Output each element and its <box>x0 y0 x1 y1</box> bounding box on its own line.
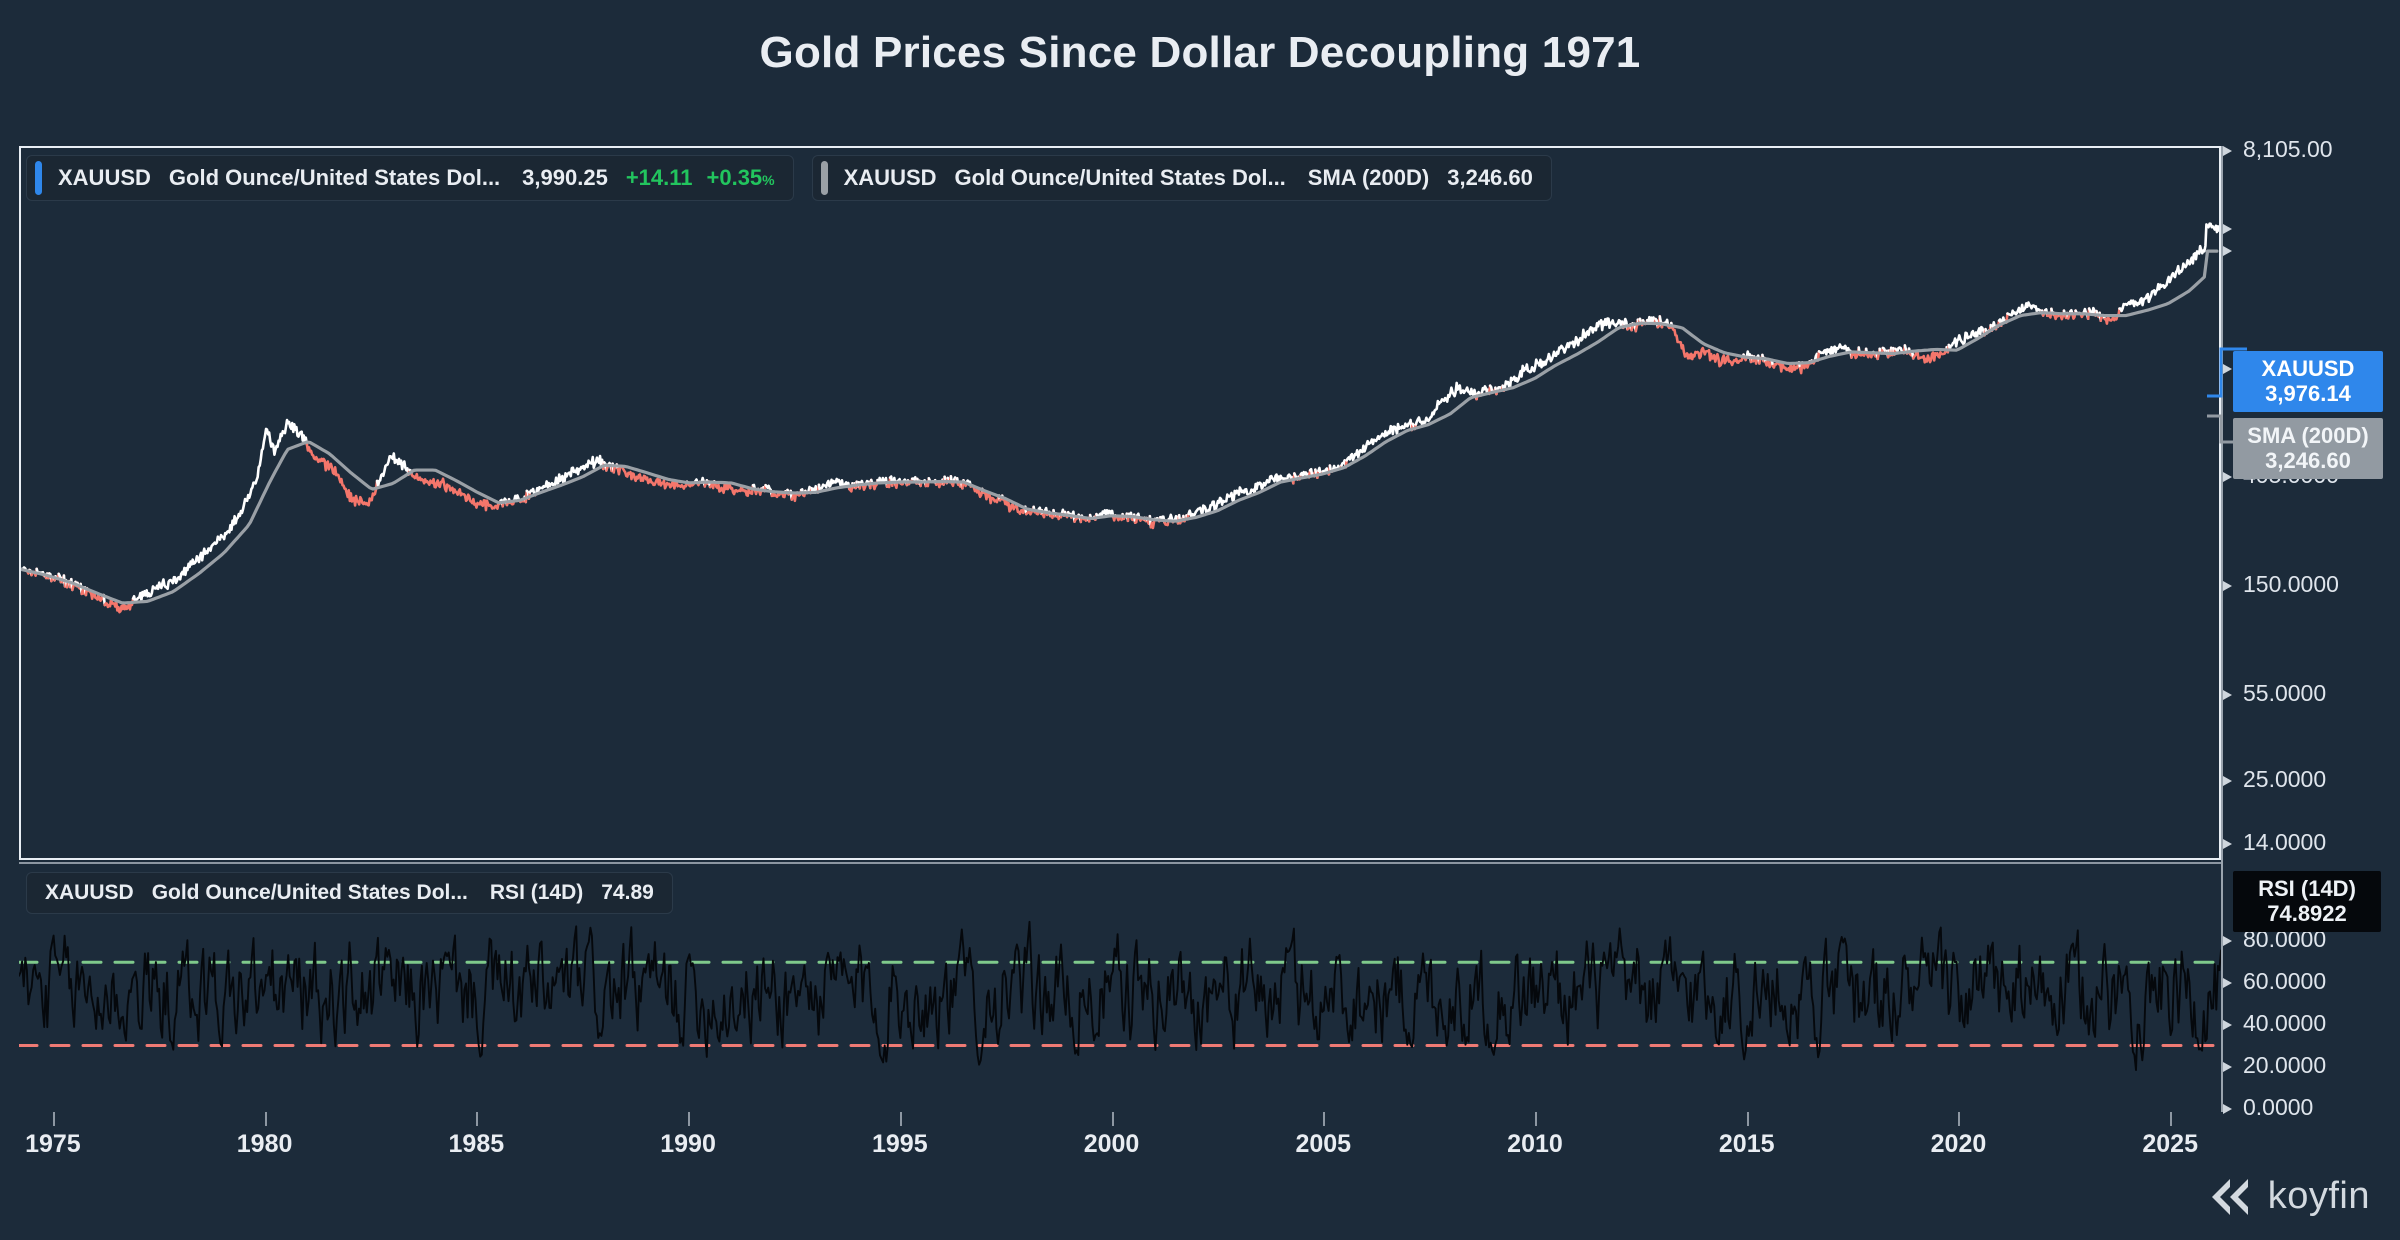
legend-sma-ticker: XAUUSD <box>843 165 937 190</box>
time-axis-label: 1975 <box>25 1130 81 1158</box>
price-chart-panel[interactable] <box>19 146 2221 860</box>
axis-tick-marker <box>2223 689 2232 700</box>
legend-sma-indicator: SMA (200D) <box>1307 165 1430 190</box>
axis-tick-marker <box>2223 223 2232 234</box>
axis-tick-label: 150.0000 <box>2243 570 2339 597</box>
sma-value-tag: SMA (200D) 3,246.60 <box>2233 418 2383 480</box>
axis-tick-marker <box>2223 1020 2232 1030</box>
time-axis-tick <box>688 1112 691 1126</box>
time-axis-tick <box>476 1112 479 1126</box>
axis-tick-label: 20.0000 <box>2243 1052 2327 1078</box>
price-tag-connector <box>2207 347 2247 398</box>
axis-tick-marker <box>2223 936 2232 946</box>
axis-tick-marker <box>2223 775 2232 786</box>
page-title: Gold Prices Since Dollar Decoupling 1971 <box>759 28 1641 77</box>
time-axis-label: 2005 <box>1295 1130 1352 1158</box>
time-axis-label: 2015 <box>1718 1130 1775 1158</box>
rsi-plot <box>19 920 2221 1071</box>
rsi-tag-value: 74.8922 <box>2267 900 2347 926</box>
price-value-tag: XAUUSD 3,976.14 <box>2233 351 2383 413</box>
time-axis-tick <box>899 1112 902 1126</box>
axis-spine <box>2221 146 2223 1112</box>
legend-price-name: Gold Ounce/United States Dol... <box>168 165 501 190</box>
axis-tick-label: 0.0000 <box>2243 1094 2314 1120</box>
sma-series-color-swatch <box>820 161 828 195</box>
sma-tag-value: 3,246.60 <box>2265 447 2351 473</box>
rsi-value-tag: RSI (14D) 74.8922 <box>2233 871 2381 933</box>
time-axis-label: 1995 <box>871 1130 928 1158</box>
legend-chip-sma[interactable]: XAUUSD Gold Ounce/United States Dol... S… <box>811 155 1552 201</box>
time-axis-tick <box>2170 1112 2173 1126</box>
time-axis-label: 2000 <box>1083 1130 1140 1158</box>
price-plot <box>21 222 2219 614</box>
time-axis-tick <box>1534 1112 1537 1126</box>
axis-tick-label: 40.0000 <box>2243 1010 2327 1036</box>
rsi-legend[interactable]: XAUUSD Gold Ounce/United States Dol... R… <box>26 872 673 914</box>
legend-price-change-pct: +0.35% <box>706 165 775 190</box>
rsi-tag-label: RSI (14D) <box>2258 876 2356 901</box>
legend-price-ticker: XAUUSD <box>58 165 151 190</box>
price-series-color-swatch <box>35 161 42 195</box>
time-axis-tick <box>1958 1112 1961 1126</box>
chart-legend: XAUUSD Gold Ounce/United States Dol... 3… <box>26 155 1552 201</box>
koyfin-watermark: koyfin <box>2208 1175 2370 1218</box>
time-axis-label: 2025 <box>2142 1130 2198 1158</box>
time-axis-tick <box>1111 1112 1114 1126</box>
bottom-time-axis[interactable]: 1975 1980 1985 1990 1995 2000 2005 2010 2015 2020… <box>0 1112 2400 1172</box>
axis-tick-marker <box>2223 1062 2232 1072</box>
legend-price-change: +14.11 <box>625 165 693 190</box>
axis-tick-label: 8,105.00 <box>2243 136 2333 162</box>
legend-sma-name: Gold Ounce/United States Dol... <box>954 165 1286 190</box>
time-axis-label: 2020 <box>1930 1130 1987 1158</box>
rsi-legend-ticker: XAUUSD <box>45 881 134 904</box>
axis-tick-marker <box>2223 580 2232 591</box>
price-tag-label: XAUUSD <box>2261 356 2355 381</box>
time-axis-label: 1990 <box>660 1130 716 1158</box>
axis-tick-marker <box>2223 1104 2232 1114</box>
time-axis-tick <box>1746 1112 1749 1126</box>
axis-tick-label: 25.0000 <box>2243 765 2327 792</box>
right-value-axis[interactable]: 8,105.001,100.00405.0000150.000055.00002… <box>2207 136 2400 1120</box>
legend-chip-price[interactable]: XAUUSD Gold Ounce/United States Dol... 3… <box>26 155 794 201</box>
rsi-chart-panel[interactable] <box>19 862 2221 1112</box>
price-tag-value: 3,976.14 <box>2265 380 2351 406</box>
legend-price-value: 3,990.25 <box>522 165 608 190</box>
rsi-legend-name: Gold Ounce/United States Dol... <box>151 881 468 904</box>
axis-tick-marker <box>2223 245 2232 256</box>
axis-tick-marker <box>2223 472 2232 483</box>
sma-tag-label: SMA (200D) <box>2247 423 2369 448</box>
rsi-legend-value: 74.89 <box>601 881 654 904</box>
rsi-legend-indicator: RSI (14D) <box>489 881 584 904</box>
time-axis-label: 1980 <box>236 1130 293 1158</box>
time-axis-tick <box>52 1112 55 1126</box>
axis-tick-marker <box>2223 839 2232 849</box>
legend-sma-value: 3,246.60 <box>1447 165 1533 190</box>
time-axis-label: 2010 <box>1507 1130 1563 1158</box>
axis-tick-label: 14.0000 <box>2243 829 2327 855</box>
time-axis-label: 1985 <box>448 1130 505 1158</box>
axis-tick-label: 60.0000 <box>2243 968 2327 994</box>
axis-tick-marker <box>2223 146 2232 156</box>
time-axis-tick <box>1323 1112 1326 1126</box>
koyfin-wordmark: koyfin <box>2267 1175 2370 1217</box>
axis-tick-marker <box>2223 978 2232 988</box>
time-axis-tick <box>264 1112 267 1126</box>
axis-tick-marker <box>2223 363 2232 374</box>
axis-tick-label: 55.0000 <box>2243 679 2327 706</box>
koyfin-chevron-logo-icon <box>2211 1178 2248 1215</box>
